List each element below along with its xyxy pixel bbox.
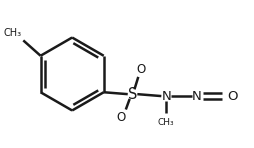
Text: O: O (116, 111, 126, 124)
Text: CH₃: CH₃ (3, 28, 21, 38)
Text: S: S (128, 87, 137, 102)
Text: CH₃: CH₃ (158, 118, 174, 127)
Text: O: O (227, 90, 237, 103)
Text: N: N (161, 90, 171, 103)
Text: O: O (137, 63, 146, 76)
Text: N: N (192, 90, 202, 103)
